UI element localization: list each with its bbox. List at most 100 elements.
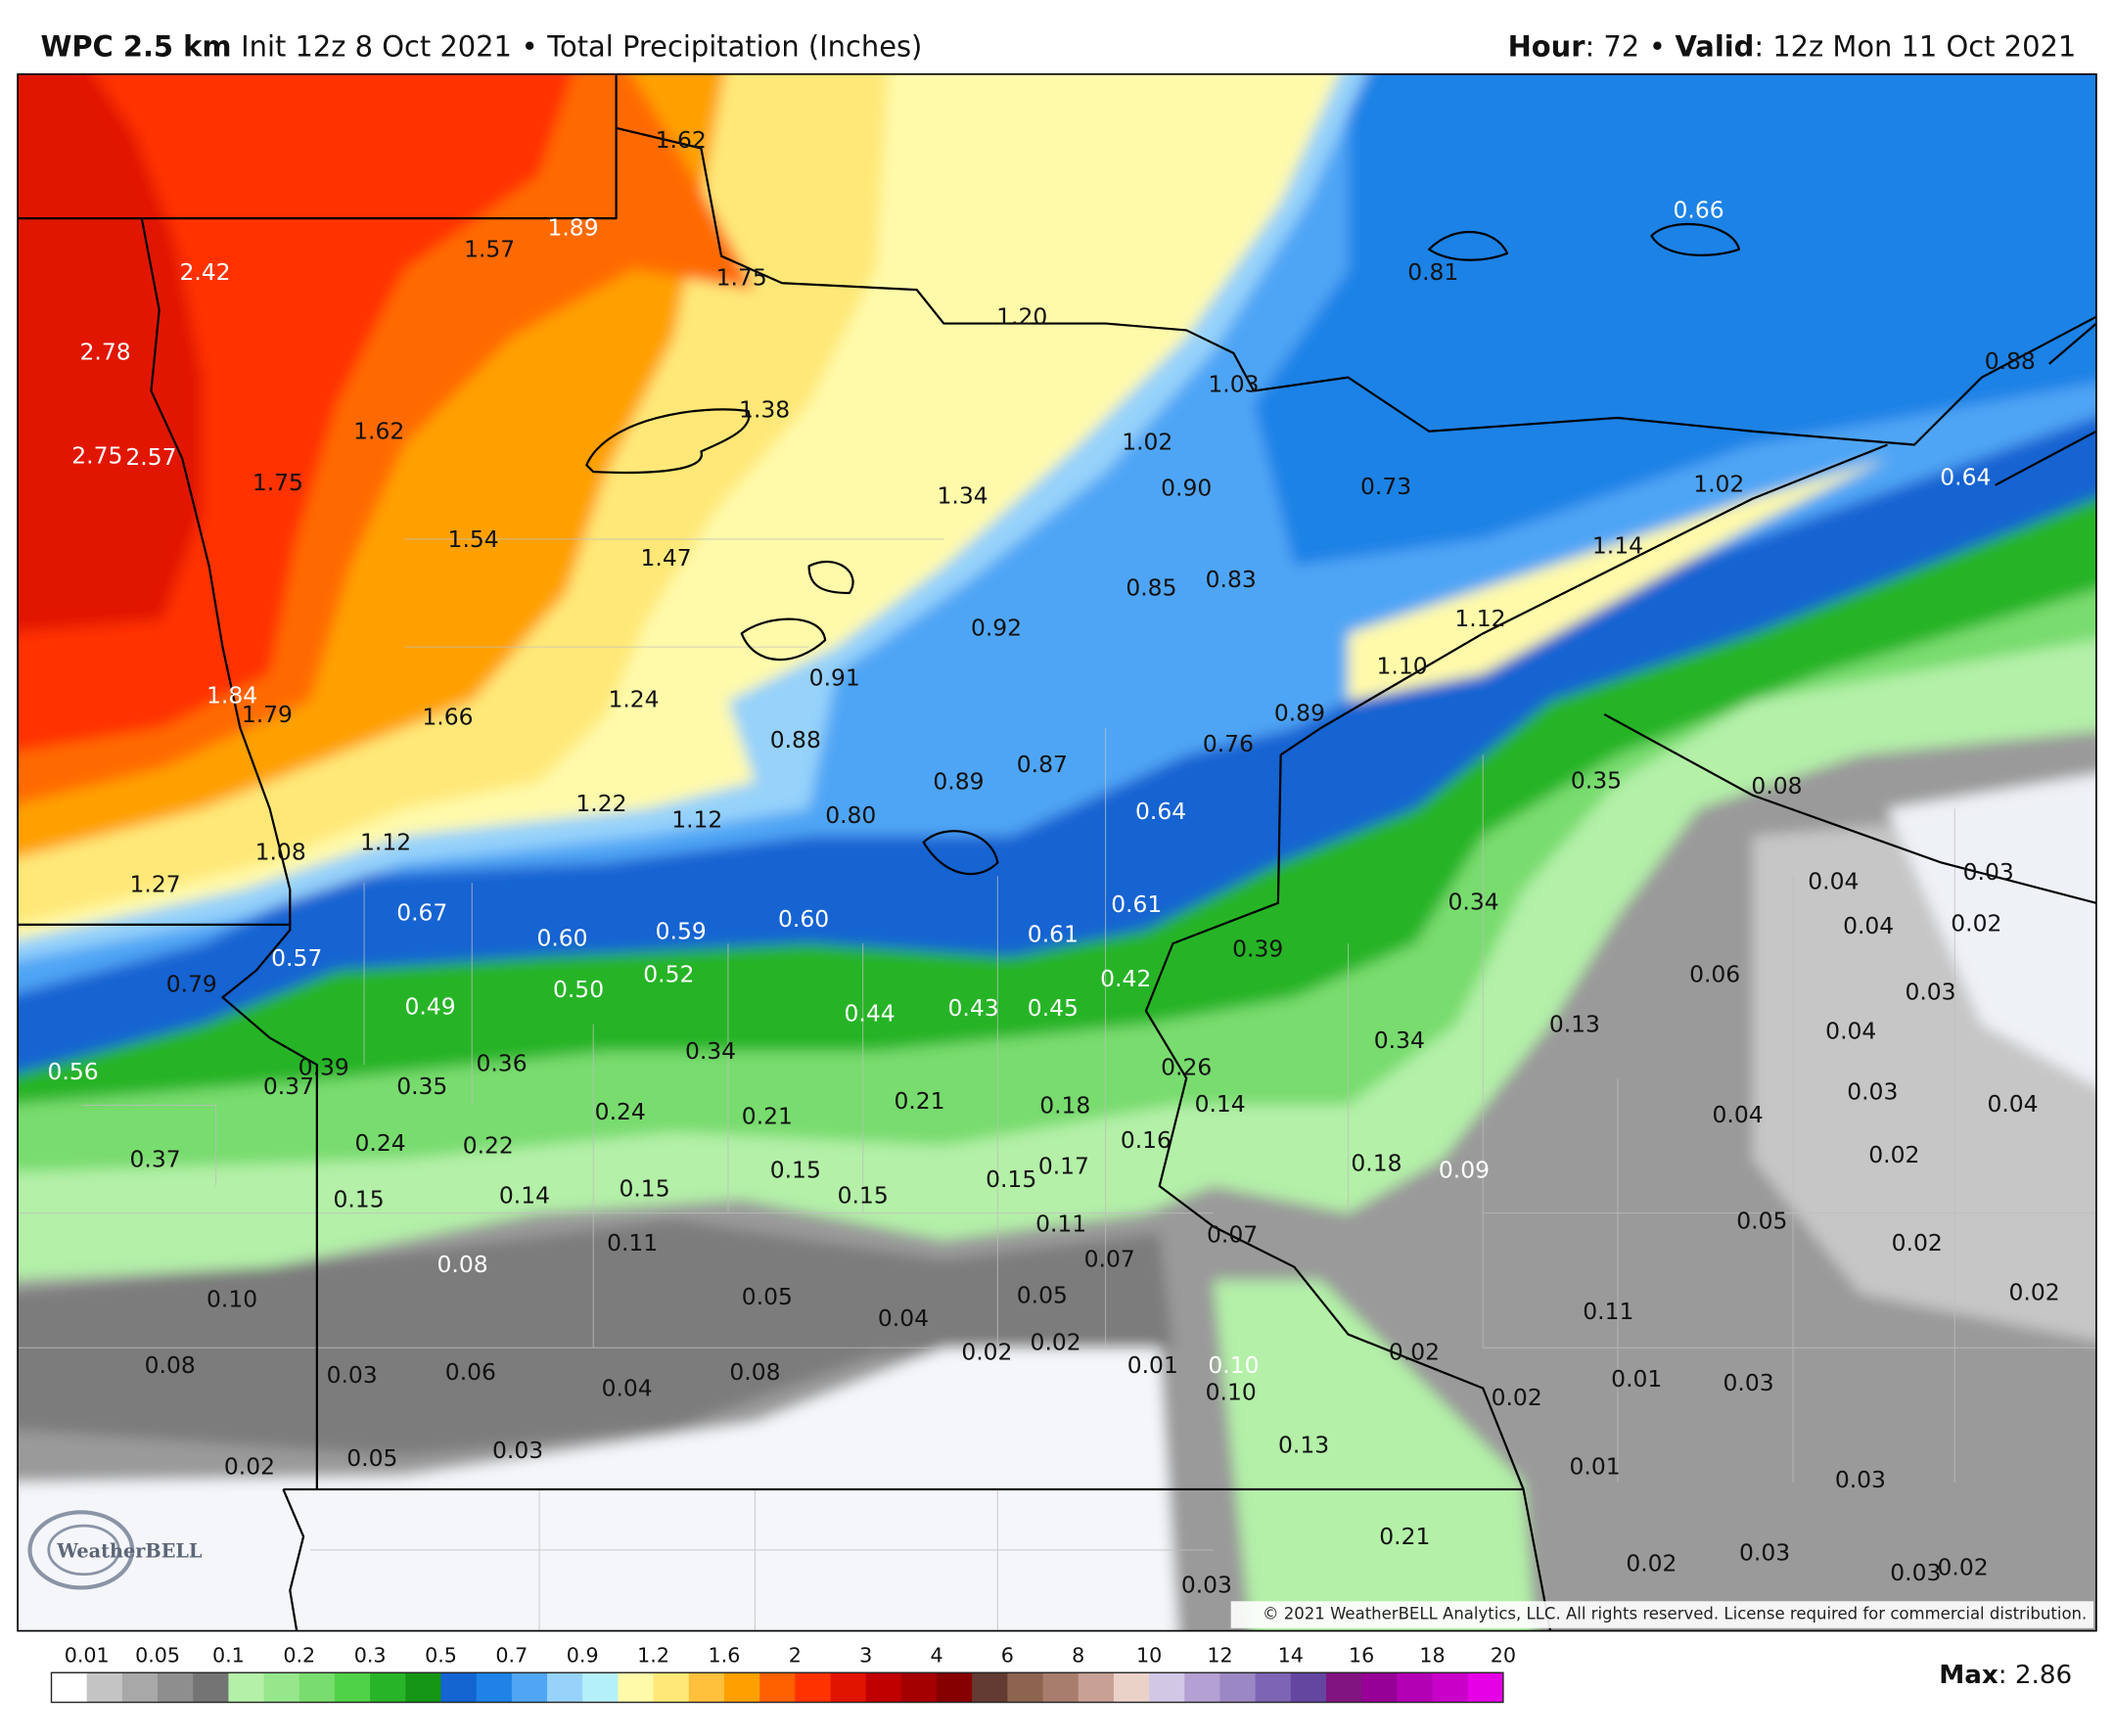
point-label: 0.11	[1035, 1210, 1086, 1237]
legend-label: 8	[1072, 1644, 1084, 1667]
point-label: 0.16	[1121, 1126, 1172, 1154]
point-label: 0.89	[933, 768, 984, 796]
legend-swatch	[1113, 1672, 1150, 1703]
point-label: 0.34	[1374, 1027, 1425, 1054]
legend-swatch	[86, 1672, 123, 1703]
field-0-7-top	[1254, 73, 2096, 567]
point-label: 1.02	[1693, 470, 1744, 497]
point-label: 0.08	[437, 1251, 488, 1278]
point-label: 1.47	[641, 544, 692, 571]
hour-label: Hour	[1508, 30, 1586, 64]
field-3-0	[18, 73, 203, 632]
point-label: 1.03	[1208, 370, 1259, 397]
copyright-bg	[1230, 1601, 2094, 1628]
max: Max: 2.86	[1939, 1661, 2072, 1690]
point-label: 0.66	[1674, 197, 1724, 224]
point-label: 0.02	[1951, 909, 2001, 937]
border	[140, 217, 318, 1489]
point-label: 0.08	[1751, 772, 1802, 799]
point-label: 0.02	[1938, 1554, 1989, 1581]
point-label: 1.02	[1122, 429, 1172, 456]
legend-swatch	[688, 1672, 725, 1703]
legend-swatch	[1219, 1672, 1257, 1703]
header-left: WPC 2.5 km Init 12z 8 Oct 2021 • Total Prec…	[40, 30, 922, 64]
point-label: 1.08	[255, 838, 306, 865]
point-label: 0.15	[838, 1182, 889, 1210]
legend-label: 16	[1349, 1644, 1374, 1667]
point-label: 0.05	[1017, 1281, 1068, 1308]
point-label: 0.61	[1111, 891, 1162, 918]
border	[616, 126, 2096, 446]
legend-label: 0.01	[65, 1644, 110, 1667]
legend-swatch	[440, 1672, 478, 1703]
point-label: 0.56	[47, 1058, 98, 1085]
point-label: 0.81	[1407, 258, 1458, 286]
point-label: 0.18	[1039, 1091, 1090, 1119]
point-label: 0.02	[1626, 1550, 1677, 1577]
border	[1280, 443, 2096, 904]
borders	[18, 73, 2096, 1631]
point-label: 1.12	[671, 805, 722, 833]
separator: •	[522, 30, 538, 64]
point-label: 0.67	[396, 898, 447, 926]
point-label: 1.89	[547, 214, 598, 242]
point-label: 0.15	[986, 1165, 1036, 1193]
point-label: 0.59	[656, 918, 707, 945]
point-label: 0.10	[1208, 1351, 1259, 1379]
point-label: 0.02	[1031, 1329, 1081, 1356]
point-label: 1.12	[360, 829, 411, 856]
legend-swatch	[405, 1672, 441, 1703]
legend-swatch	[370, 1672, 406, 1703]
point-label: 0.03	[492, 1437, 543, 1464]
copyright: © 2021 WeatherBELL Analytics, LLC. All r…	[1263, 1605, 2087, 1623]
point-label: 0.03	[1847, 1078, 1898, 1106]
header-right: Hour: 72 • Valid: 12z Mon 11 Oct 2021	[1508, 30, 2077, 64]
point-label: 0.13	[1549, 1011, 1600, 1038]
legend-swatch	[900, 1672, 938, 1703]
point-label: 0.14	[499, 1182, 550, 1210]
point-label: 0.34	[685, 1037, 736, 1065]
legend-label: 0.05	[135, 1644, 180, 1667]
legend-label: 4	[930, 1644, 942, 1667]
border	[1144, 754, 1552, 1631]
point-label: 0.03	[1181, 1572, 1232, 1599]
legend-swatch	[582, 1672, 619, 1703]
point-label: 0.35	[1571, 766, 1622, 794]
legend-label: 0.7	[495, 1644, 528, 1667]
legend-label: 6	[1001, 1644, 1014, 1667]
point-label: 0.01	[1127, 1351, 1178, 1379]
point-label: 0.43	[948, 994, 999, 1022]
legend-swatch	[1042, 1672, 1080, 1703]
legend-swatch	[228, 1672, 265, 1703]
point-label: 0.04	[1825, 1018, 1876, 1045]
legend-swatch	[618, 1672, 654, 1703]
valid: : 12z Mon 11 Oct 2021	[1754, 30, 2076, 64]
legend-swatch	[51, 1672, 88, 1703]
point-label: 0.61	[1028, 920, 1079, 947]
point-label: 0.57	[271, 944, 322, 972]
point-label: 1.75	[253, 469, 303, 496]
legend-swatch	[1290, 1672, 1327, 1703]
legend-swatch	[937, 1672, 973, 1703]
legend-swatch	[759, 1672, 796, 1703]
point-label: 0.04	[1987, 1090, 2038, 1118]
border	[18, 923, 1524, 1631]
legend-label: 3	[859, 1644, 872, 1667]
point-label: 0.03	[1963, 858, 2014, 886]
legend-label: 0.5	[425, 1644, 457, 1667]
logo-text: WeatherBELL	[56, 1540, 203, 1563]
map-frame	[17, 72, 2097, 1632]
init: Init 12z 8 Oct 2021	[241, 30, 512, 64]
legend-label: 10	[1136, 1644, 1162, 1667]
point-label: 0.76	[1203, 730, 1254, 757]
point-label: 0.42	[1100, 965, 1151, 992]
point-label: 0.03	[327, 1361, 378, 1389]
point-label: 0.24	[355, 1129, 406, 1157]
point-label: 0.07	[1084, 1245, 1135, 1272]
point-label: 0.91	[809, 664, 860, 692]
point-label: 0.02	[1389, 1338, 1440, 1365]
point-label: 0.02	[961, 1338, 1012, 1365]
legend-swatch	[1397, 1672, 1433, 1703]
legend-swatch	[830, 1672, 867, 1703]
